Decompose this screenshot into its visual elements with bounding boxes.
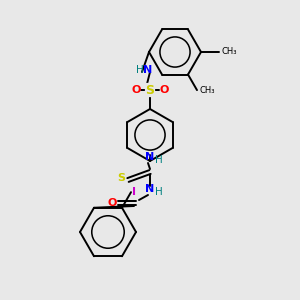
Text: O: O bbox=[159, 85, 169, 95]
Text: O: O bbox=[107, 198, 117, 208]
Text: H: H bbox=[155, 187, 163, 197]
Text: H: H bbox=[155, 155, 163, 165]
Text: O: O bbox=[131, 85, 141, 95]
Text: CH₃: CH₃ bbox=[222, 47, 238, 56]
Text: N: N bbox=[146, 152, 154, 162]
Text: S: S bbox=[146, 83, 154, 97]
Text: S: S bbox=[117, 173, 125, 183]
Text: CH₃: CH₃ bbox=[200, 85, 215, 94]
Text: N: N bbox=[146, 184, 154, 194]
Text: I: I bbox=[132, 187, 136, 197]
Text: H: H bbox=[136, 65, 144, 75]
Text: N: N bbox=[143, 65, 153, 75]
